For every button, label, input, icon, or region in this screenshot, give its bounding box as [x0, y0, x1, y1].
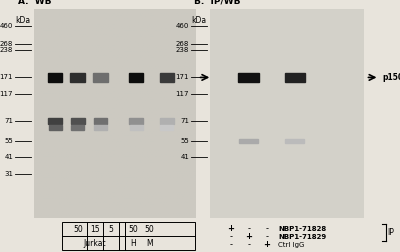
Bar [238, 73, 258, 82]
Text: -: - [247, 240, 250, 249]
Bar [129, 118, 143, 124]
Bar [94, 118, 107, 124]
Bar [70, 73, 85, 82]
Text: 50: 50 [128, 225, 138, 234]
Text: p150glued: p150glued [382, 73, 400, 82]
Text: kDa: kDa [192, 16, 207, 25]
Bar [71, 125, 84, 130]
Text: -: - [229, 232, 232, 241]
Text: 71: 71 [180, 118, 189, 124]
Text: p150glued: p150glued [216, 73, 261, 82]
Bar [71, 118, 85, 124]
Text: 71: 71 [4, 118, 13, 124]
Text: 5: 5 [109, 225, 114, 234]
Bar [160, 118, 174, 124]
Text: -: - [265, 232, 268, 241]
Bar [239, 139, 258, 143]
Text: 41: 41 [180, 154, 189, 160]
Text: 117: 117 [0, 91, 13, 97]
Text: 171: 171 [0, 74, 13, 80]
Text: H: H [130, 239, 136, 247]
Text: 238: 238 [0, 47, 13, 53]
Text: kDa: kDa [16, 16, 31, 25]
Text: 41: 41 [4, 154, 13, 160]
Text: 55: 55 [180, 138, 189, 144]
Text: +: + [245, 232, 252, 241]
Bar [93, 73, 108, 82]
Bar [130, 125, 142, 130]
Bar [129, 73, 143, 82]
Text: 31: 31 [4, 171, 13, 177]
Text: 117: 117 [176, 91, 189, 97]
Text: 50: 50 [145, 225, 154, 234]
Text: B.  IP/WB: B. IP/WB [194, 0, 240, 6]
Text: 15: 15 [90, 225, 100, 234]
Text: A.  WB: A. WB [18, 0, 52, 6]
Bar [48, 125, 62, 130]
Bar [160, 73, 174, 82]
Bar [160, 125, 173, 130]
Text: -: - [229, 240, 232, 249]
Text: Ctrl IgG: Ctrl IgG [278, 242, 304, 248]
Bar [94, 125, 107, 130]
Text: 460: 460 [176, 22, 189, 28]
Text: 268: 268 [176, 41, 189, 47]
Text: +: + [263, 240, 270, 249]
Text: 55: 55 [4, 138, 13, 144]
Text: +: + [227, 224, 234, 233]
Text: NBP1-71828: NBP1-71828 [278, 226, 326, 232]
Text: 238: 238 [176, 47, 189, 53]
Text: NBP1-71829: NBP1-71829 [278, 234, 326, 240]
Text: IP: IP [387, 228, 394, 237]
Text: 268: 268 [0, 41, 13, 47]
Text: 50: 50 [74, 225, 83, 234]
Text: -: - [247, 224, 250, 233]
Text: -: - [265, 224, 268, 233]
Bar [48, 118, 62, 124]
Bar [285, 73, 305, 82]
Text: 171: 171 [176, 74, 189, 80]
Bar [48, 73, 62, 82]
Text: Jurkat: Jurkat [84, 239, 106, 247]
Text: 460: 460 [0, 22, 13, 28]
Text: M: M [146, 239, 153, 247]
Bar [286, 139, 304, 143]
